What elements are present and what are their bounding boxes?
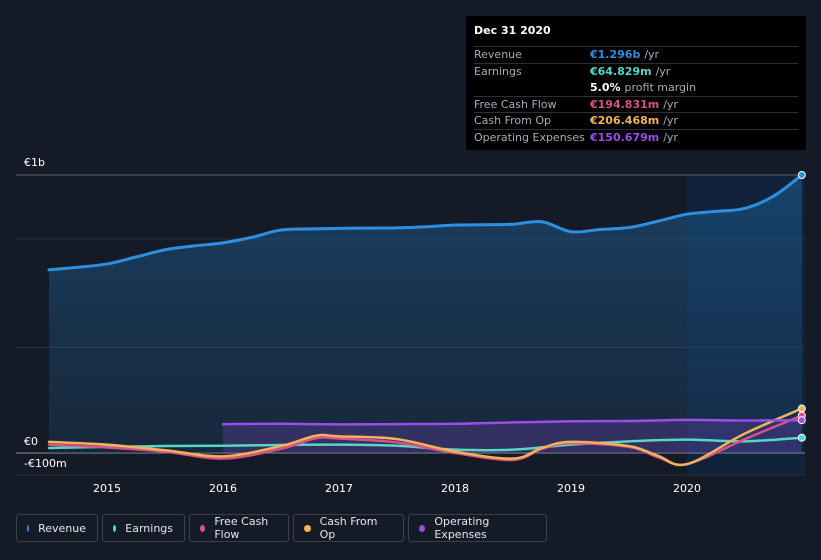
legend-item-operating-expenses[interactable]: Operating Expenses <box>408 514 547 542</box>
tooltip-suffix: /yr <box>655 65 671 79</box>
opex-line <box>221 418 804 426</box>
x-tick-label: 2016 <box>209 482 237 495</box>
tooltip-suffix: /yr <box>644 48 660 62</box>
tooltip-row-cfo: Cash From Op €206.468m /yr <box>474 113 798 130</box>
tooltip-date: Dec 31 2020 <box>474 24 798 47</box>
x-tick-label: 2019 <box>557 482 585 495</box>
tooltip-row-profit-margin: 5.0% profit margin <box>474 80 798 97</box>
opex-endpoint <box>797 416 806 425</box>
tooltip-value: €206.468m <box>590 114 660 128</box>
cfo-line <box>47 407 804 467</box>
x-tick-label: 2018 <box>441 482 469 495</box>
legend-item-free-cash-flow[interactable]: Free Cash Flow <box>189 514 289 542</box>
tooltip-value: €64.829m <box>590 65 652 79</box>
tooltip-suffix: profit margin <box>624 81 697 95</box>
tooltip-label: Operating Expenses <box>474 131 585 145</box>
series-areas <box>49 175 802 453</box>
x-tick-label: 2017 <box>325 482 353 495</box>
legend-item-revenue[interactable]: Revenue <box>16 514 98 542</box>
y-label-0: €0 <box>24 435 38 448</box>
earnings-endpoint <box>797 433 806 442</box>
cfo-endpoint <box>797 404 806 413</box>
tooltip-label: Revenue <box>474 48 522 62</box>
tooltip-row-revenue: Revenue €1.296b /yr <box>474 47 798 64</box>
revenue-dot-icon <box>27 524 30 532</box>
x-tick-label: 2020 <box>673 482 701 495</box>
tooltip-suffix: /yr <box>663 97 678 111</box>
x-axis-ticks: 2015 2016 2017 2018 2019 2020 <box>93 482 701 495</box>
tooltip-row-fcf: Free Cash Flow €194.831m /yr <box>474 97 798 113</box>
legend-item-earnings[interactable]: Earnings <box>102 514 185 542</box>
tooltip-row-earnings: Earnings €64.829m /yr <box>474 64 798 81</box>
cash-from-op-dot-icon <box>304 524 311 532</box>
tooltip-label: Free Cash Flow <box>474 97 557 111</box>
legend-label: Free Cash Flow <box>214 515 269 541</box>
x-tick-label: 2015 <box>93 482 121 495</box>
operating-expenses-dot-icon <box>419 524 426 532</box>
y-label-1b: €1b <box>24 156 45 169</box>
tooltip-label: Earnings <box>474 65 522 79</box>
revenue-area <box>49 175 802 453</box>
tooltip-row-opex: Operating Expenses €150.679m /yr <box>474 130 798 147</box>
tooltip-value: 5.0% <box>590 81 621 95</box>
tooltip-label: Cash From Op <box>474 114 552 128</box>
legend-item-cash-from-op[interactable]: Cash From Op <box>293 514 404 542</box>
earnings-dot-icon <box>113 524 117 532</box>
tooltip-suffix: /yr <box>663 131 678 145</box>
free-cash-flow-dot-icon <box>200 524 206 532</box>
tooltip-value: €194.831m <box>590 97 660 111</box>
legend-label: Revenue <box>38 521 86 535</box>
tooltip-value: €1.296b <box>590 48 641 62</box>
tooltip: Dec 31 2020 Revenue €1.296b /yr Earnings… <box>466 16 806 150</box>
tooltip-value: €150.679m <box>590 131 660 145</box>
revenue-line <box>47 173 804 272</box>
legend: Revenue Earnings Free Cash Flow Cash Fro… <box>16 514 547 542</box>
legend-label: Earnings <box>125 521 173 535</box>
legend-label: Operating Expenses <box>434 515 490 541</box>
y-label-minus-100m: -€100m <box>24 457 67 470</box>
series-lines <box>47 173 804 467</box>
tooltip-suffix: /yr <box>663 114 678 128</box>
series-endpoints <box>797 171 806 442</box>
legend-label: Cash From Op <box>319 515 378 541</box>
revenue-endpoint <box>797 171 806 179</box>
